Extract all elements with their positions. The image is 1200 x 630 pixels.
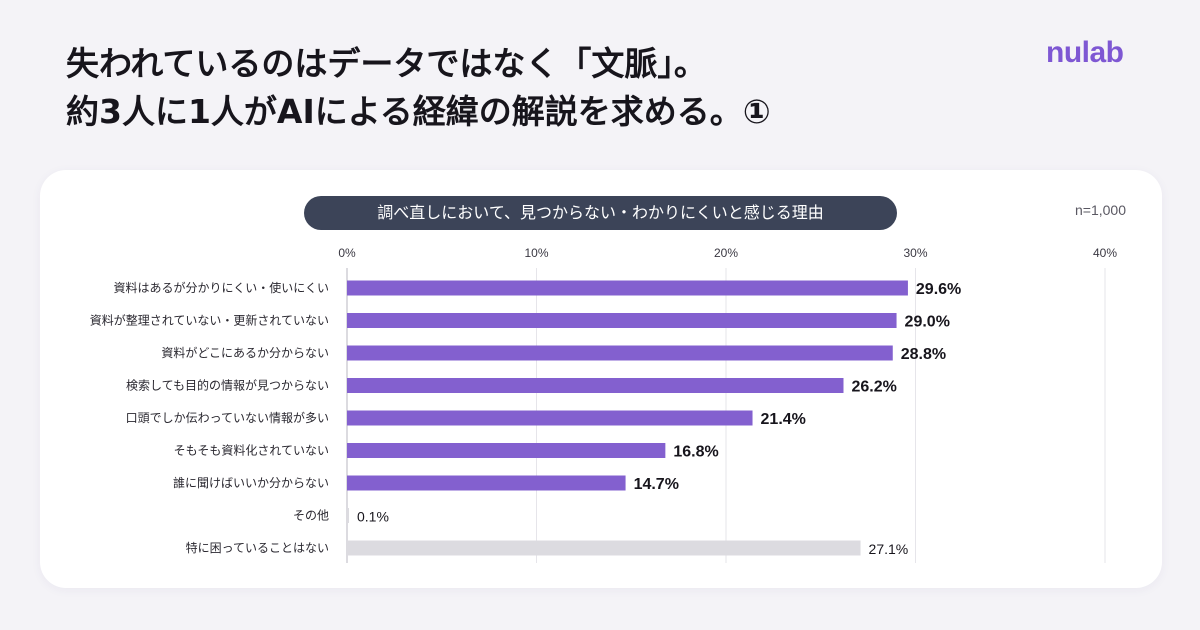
category-label: 誰に聞けばいいか分からない: [173, 475, 329, 490]
sample-size-label: n=1,000: [1075, 202, 1126, 218]
headline: 失われているのはデータではなく「文脈」。 約3人に1人がAIによる経緯の解説を求…: [66, 40, 1026, 136]
x-tick-label: 20%: [714, 246, 738, 260]
category-label: そもそも資料化されていない: [174, 444, 329, 458]
bar: [347, 378, 844, 393]
x-tick-label: 30%: [903, 246, 927, 260]
x-tick-label: 40%: [1093, 246, 1117, 260]
category-label: 資料がどこにあるか分からない: [161, 345, 329, 360]
bar: [347, 443, 666, 458]
value-label: 28.8%: [901, 346, 946, 363]
x-tick-label: 0%: [338, 246, 356, 260]
chart-title: 調べ直しにおいて、見つからない・わかりにくいと感じる理由: [304, 196, 897, 230]
value-label: 14.7%: [634, 476, 679, 493]
bar: [347, 508, 349, 523]
category-label: 資料が整理されていない・更新されていない: [90, 313, 329, 328]
category-label: 特に困っていることはない: [186, 540, 329, 555]
bar: [347, 313, 897, 328]
value-label: 0.1%: [357, 509, 389, 525]
headline-line-2: 約3人に1人がAIによる経緯の解説を求める。①: [66, 92, 771, 131]
value-label: 29.0%: [905, 314, 950, 331]
value-label: 16.8%: [673, 444, 718, 461]
bar: [347, 475, 626, 491]
category-label: 資料はあるが分かりにくい・使いにくい: [113, 280, 329, 295]
nulab-logo: nulab: [1046, 36, 1124, 69]
bar: [347, 540, 861, 556]
category-label: その他: [293, 509, 329, 523]
value-label: 27.1%: [869, 541, 909, 557]
bar: [347, 345, 893, 361]
value-label: 26.2%: [851, 379, 896, 396]
headline-line-1: 失われているのはデータではなく「文脈」。: [66, 44, 707, 83]
bar: [347, 410, 753, 426]
bar: [347, 280, 908, 296]
category-label: 口頭でしか伝わっていない情報が多い: [126, 410, 329, 425]
category-label: 検索しても目的の情報が見つからない: [126, 378, 329, 393]
value-label: 29.6%: [916, 281, 961, 298]
value-label: 21.4%: [761, 411, 806, 428]
x-tick-label: 10%: [524, 246, 548, 260]
